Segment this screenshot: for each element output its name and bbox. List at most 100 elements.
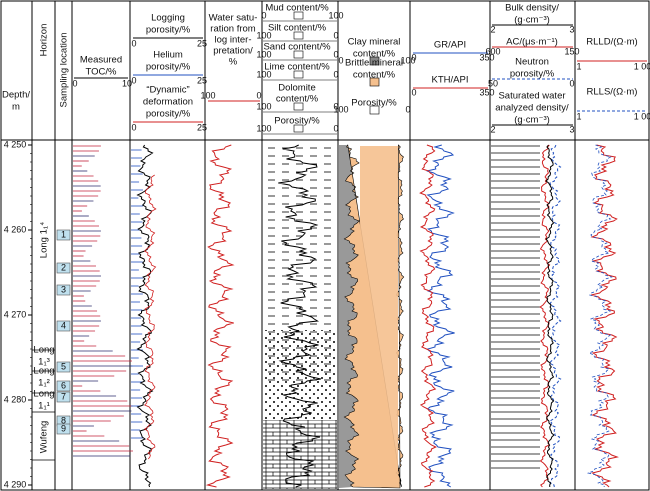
label: content/% <box>276 94 319 105</box>
label: RLLD/(Ω·m) <box>586 37 637 48</box>
label: Dolomite <box>278 83 316 94</box>
label: 0 <box>405 104 410 114</box>
label: 4 250 <box>4 139 27 149</box>
tracks <box>56 11 619 489</box>
legend-box <box>293 70 304 79</box>
sample-box <box>56 284 71 296</box>
label: 4 <box>61 320 66 330</box>
label: analyzed density/ <box>495 103 569 114</box>
clay <box>339 145 360 488</box>
label: 0 <box>411 87 416 97</box>
label: 1 000 <box>634 61 650 71</box>
label: Long <box>33 366 54 377</box>
label: 0 <box>333 123 338 133</box>
curve <box>143 174 157 460</box>
legend-box <box>369 105 380 115</box>
label: 3 <box>61 284 66 294</box>
label: 0 <box>411 52 416 62</box>
label: 0 <box>131 75 136 85</box>
label: 0 <box>333 30 338 40</box>
label: Water satu- <box>209 13 258 24</box>
label: Neutron <box>515 57 549 68</box>
label: pretation/ <box>213 46 253 57</box>
label: 100 <box>256 123 271 133</box>
label: Long <box>33 345 54 356</box>
label: 0 <box>261 10 266 20</box>
label: 2 <box>490 24 495 34</box>
label: Bulk density/ <box>505 3 559 14</box>
curve <box>205 144 235 488</box>
label: Depth/ <box>2 90 30 101</box>
label: 0 <box>131 38 136 48</box>
label: Sand content/% <box>263 42 331 53</box>
label: porosity/% <box>510 69 555 80</box>
sample-box <box>56 320 71 332</box>
label: 0 <box>338 55 343 65</box>
label: ration from <box>210 24 255 35</box>
sample-box <box>56 391 71 403</box>
label: content/% <box>353 70 396 81</box>
curve <box>426 144 455 488</box>
label: 10 <box>122 78 132 88</box>
sample-box <box>56 361 71 373</box>
label: Porosity/% <box>351 98 397 109</box>
label: 100 <box>256 69 271 79</box>
label: 350 <box>479 87 494 97</box>
label: 4 260 <box>4 224 27 234</box>
legend-box <box>293 11 304 20</box>
label: 0 <box>256 90 261 100</box>
label: “Dynamic” <box>146 85 189 96</box>
label: 6 <box>61 380 66 390</box>
label: Brittle mineral <box>345 58 403 69</box>
sample-box <box>56 262 71 274</box>
label: 50 <box>488 78 498 88</box>
label: 100 <box>256 101 271 111</box>
label: 0 <box>569 78 574 88</box>
curve <box>548 144 562 488</box>
curve <box>278 144 322 488</box>
legend-box <box>369 56 380 66</box>
sand <box>263 330 337 420</box>
label: 1₁² <box>38 378 50 389</box>
legend-box <box>293 50 304 59</box>
label: 7 <box>61 391 66 401</box>
label: Long 1₁⁴ <box>39 222 50 258</box>
label: 3 <box>569 124 574 134</box>
label: 5 <box>61 361 66 371</box>
curve <box>590 144 619 488</box>
label: Long <box>33 389 54 400</box>
label: 8 <box>61 415 66 425</box>
label: TOC/% <box>86 67 118 78</box>
label: 100 <box>400 55 415 65</box>
legend-box <box>293 124 304 133</box>
label: 0 <box>333 49 338 59</box>
label: Lime content/% <box>264 62 330 73</box>
label: 0 <box>72 78 77 88</box>
label: (g·cm⁻³) <box>514 115 550 126</box>
label: 4 280 <box>4 394 27 404</box>
brittle-fill <box>360 146 398 486</box>
label: 4 270 <box>4 309 27 319</box>
label: porosity/% <box>146 109 191 120</box>
label: 1₁¹ <box>38 401 50 412</box>
label: 100 <box>256 49 271 59</box>
legend-box <box>293 31 304 40</box>
label: content/% <box>353 49 396 60</box>
label: 3 <box>569 24 574 34</box>
label: deformation <box>143 97 193 108</box>
curve <box>136 144 154 488</box>
label: 2 <box>490 124 495 134</box>
curve <box>419 144 437 488</box>
label: Clay mineral <box>348 37 401 48</box>
label: 1 <box>576 111 581 121</box>
label: 25 <box>197 122 207 132</box>
label: Saturated water <box>498 91 565 102</box>
label: 4 290 <box>4 479 27 489</box>
label: 600 <box>485 46 500 56</box>
label: KTH/API <box>432 75 469 86</box>
label: Horizon <box>39 24 50 57</box>
label: porosity/% <box>146 62 191 73</box>
